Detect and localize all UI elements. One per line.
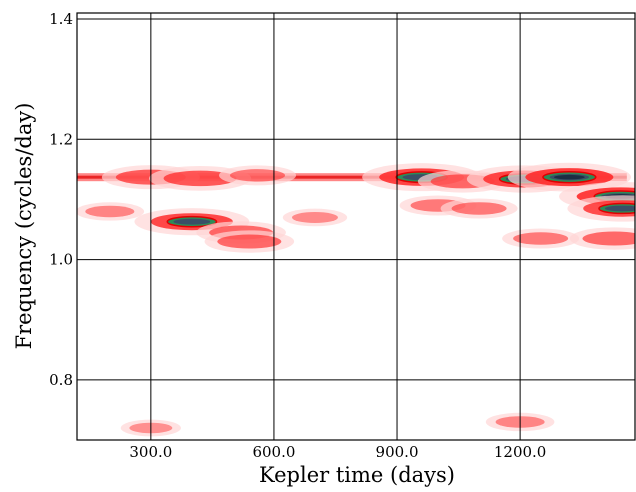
power-feature [282, 208, 348, 227]
y-tick-label: 0.8 [49, 371, 73, 389]
y-tick-label: 1.0 [49, 251, 73, 269]
y-tick-label: 1.4 [49, 10, 73, 28]
x-axis-title: Kepler time (days) [259, 463, 455, 487]
x-tick-label: 300.0 [129, 443, 172, 461]
y-tick-labels: 0.8 1.0 1.2 1.4 [49, 10, 73, 389]
power-feature [219, 165, 297, 186]
power-feature [440, 198, 518, 219]
y-axis-title: Frequency (cycles/day) [12, 103, 36, 350]
x-tick-label: 900.0 [376, 443, 419, 461]
power-feature [204, 230, 295, 253]
x-tick-labels: 300.0 600.0 900.0 1200.0 [129, 443, 546, 461]
y-tick-label: 1.2 [49, 130, 73, 148]
power-feature [569, 227, 635, 250]
x-tick-label: 1200.0 [494, 443, 547, 461]
plot-frame [76, 12, 636, 441]
power-feature [77, 202, 145, 221]
power-map [77, 162, 635, 437]
x-tick-label: 600.0 [252, 443, 295, 461]
grid-lines [77, 13, 635, 440]
power-feature [502, 228, 580, 249]
power-feature [567, 195, 635, 222]
